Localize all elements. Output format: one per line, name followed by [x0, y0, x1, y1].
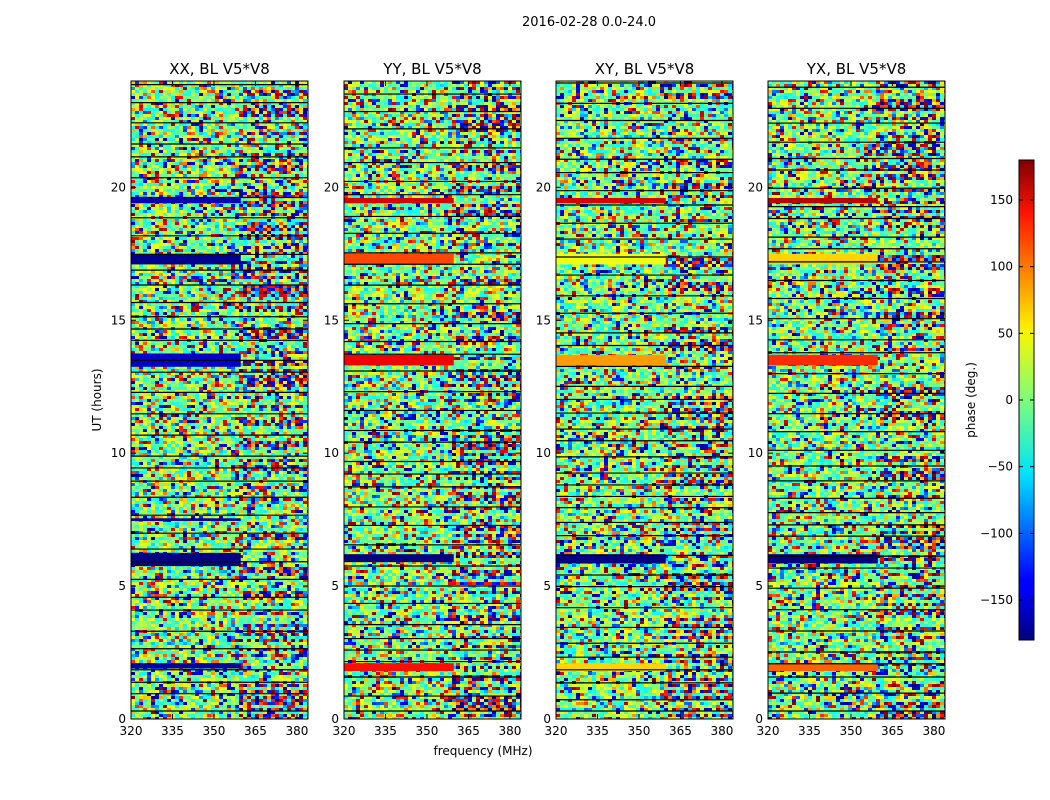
- x-tick-label: 350: [416, 724, 439, 738]
- x-tick-label: 380: [285, 724, 308, 738]
- y-tick-label: 10: [324, 446, 339, 460]
- x-tick-label: 365: [669, 724, 692, 738]
- x-tick-label: 335: [798, 724, 821, 738]
- y-tick-label: 0: [118, 712, 126, 726]
- y-tick-label: 0: [331, 712, 339, 726]
- x-tick-label: 335: [374, 724, 397, 738]
- panel-title: XX, BL V5*V8: [169, 60, 270, 78]
- phase-band: [768, 197, 878, 204]
- phase-band: [556, 253, 666, 265]
- colorbar-tick-label: −100: [980, 526, 1013, 540]
- figure-suptitle: 2016-02-28 0.0-24.0: [522, 15, 656, 30]
- x-tick-label: 320: [757, 724, 780, 738]
- colorbar-tick-label: −150: [980, 593, 1013, 607]
- phase-heatmap: [131, 81, 308, 719]
- phase-band: [131, 197, 241, 204]
- y-tick-label: 10: [748, 446, 763, 460]
- x-tick-label: 320: [120, 724, 143, 738]
- colorbar-tick-label: 150: [990, 193, 1013, 207]
- phase-band: [768, 253, 878, 265]
- y-tick-label: 5: [543, 579, 551, 593]
- y-axis-label: UT (hours): [90, 368, 104, 431]
- x-tick-label: 380: [922, 724, 945, 738]
- x-tick-label: 365: [457, 724, 480, 738]
- panel-4: YX, BL V5*V8 320 335 350 365 380 0 5 10 15 20: [748, 60, 946, 738]
- phase-band: [556, 354, 666, 366]
- phase-band: [344, 663, 454, 672]
- axes-frame: [343, 80, 522, 720]
- x-tick-label: 365: [244, 724, 267, 738]
- y-tick-label: 15: [536, 313, 551, 327]
- y-tick-label: 20: [324, 180, 339, 194]
- colorbar-label: phase (deg.): [964, 362, 978, 438]
- phase-band: [556, 197, 666, 204]
- phase-band: [131, 663, 241, 669]
- phase-band: [131, 518, 241, 521]
- y-tick-label: 20: [536, 180, 551, 194]
- y-tick-label: 5: [331, 579, 339, 593]
- panel-2: YY, BL V5*V8 320 335 350 365 380 0 5 10 15 20: [324, 60, 522, 738]
- phase-band: [344, 253, 454, 265]
- x-tick-label: 335: [586, 724, 609, 738]
- panel-1: XX, BL V5*V8 320 335 350 365 380 0 5 10 15 20: [111, 60, 309, 738]
- y-tick-label: 5: [118, 579, 126, 593]
- x-axis-label: frequency (MHz): [433, 744, 532, 758]
- colorbar: 150 100 50 0 −50 −100 −150 phase (deg.): [964, 159, 1035, 641]
- colorbar-ticks: 150 100 50 0 −50 −100 −150: [980, 193, 1034, 607]
- x-tick-label: 380: [498, 724, 521, 738]
- phase-heatmap: [768, 81, 945, 719]
- x-tick-label: 350: [840, 724, 863, 738]
- colorbar-tick-label: 100: [990, 260, 1013, 274]
- colorbar-tick-label: 50: [998, 326, 1013, 340]
- y-tick-label: 20: [111, 180, 126, 194]
- x-tick-label: 335: [161, 724, 184, 738]
- phase-band: [768, 354, 878, 366]
- axes-frame: [555, 80, 734, 720]
- phase-band: [556, 554, 666, 564]
- axes-frame: [130, 80, 309, 720]
- phase-band: [768, 663, 878, 672]
- x-tick-label: 365: [881, 724, 904, 738]
- y-tick-label: 5: [755, 579, 763, 593]
- x-tick-label: 350: [203, 724, 226, 738]
- panel-title: XY, BL V5*V8: [595, 60, 695, 78]
- y-tick-label: 10: [536, 446, 551, 460]
- phase-heatmap: [344, 81, 521, 719]
- panel-title: YX, BL V5*V8: [806, 60, 907, 78]
- phase-band: [556, 663, 666, 672]
- phase-band: [131, 552, 241, 567]
- phase-band: [344, 354, 454, 366]
- y-tick-label: 15: [324, 313, 339, 327]
- panel-3: XY, BL V5*V8 320 335 350 365 380 0 5 10 15 20: [536, 60, 734, 738]
- y-tick-label: 0: [755, 712, 763, 726]
- y-tick-label: 10: [111, 446, 126, 460]
- colorbar-tick-label: −50: [988, 460, 1013, 474]
- x-tick-label: 380: [710, 724, 733, 738]
- y-tick-label: 20: [748, 180, 763, 194]
- phase-band: [131, 253, 241, 265]
- phase-band: [768, 554, 878, 564]
- axes-frame: [767, 80, 946, 720]
- colorbar-tick-label: 0: [1005, 393, 1013, 407]
- x-tick-label: 350: [628, 724, 651, 738]
- x-tick-label: 320: [333, 724, 356, 738]
- y-tick-label: 15: [111, 313, 126, 327]
- phase-band: [344, 554, 454, 563]
- y-tick-label: 0: [543, 712, 551, 726]
- phase-heatmap: [556, 81, 733, 719]
- phase-band: [344, 197, 454, 204]
- x-tick-label: 320: [545, 724, 568, 738]
- panel-title: YY, BL V5*V8: [382, 60, 481, 78]
- y-tick-label: 15: [748, 313, 763, 327]
